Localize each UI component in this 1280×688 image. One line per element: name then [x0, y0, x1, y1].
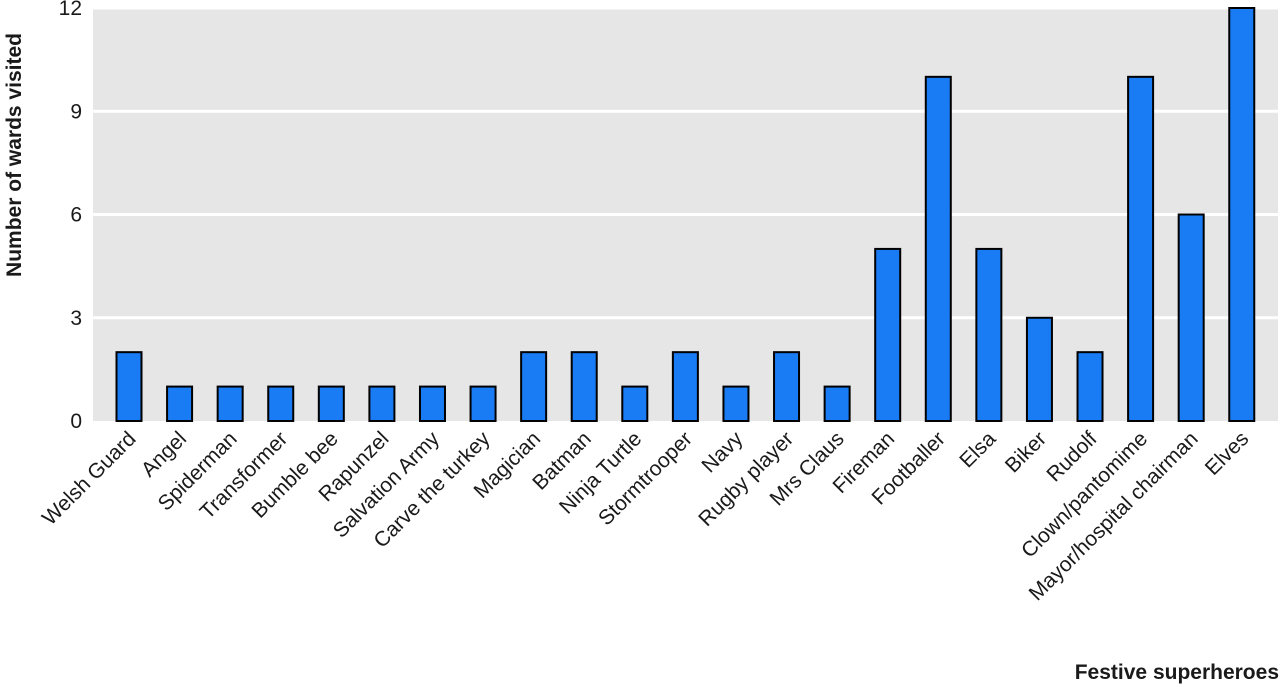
y-tick-label: 12 [59, 0, 82, 20]
bar-rudolf [1076, 351, 1104, 422]
bar-batman [570, 351, 598, 422]
bar-elves [1228, 7, 1256, 422]
bar-mrs-claus [823, 385, 851, 423]
x-tick-label: Elsa [955, 427, 1000, 472]
y-tick-label: 0 [70, 410, 82, 433]
bar-rugby-player [773, 351, 801, 422]
bar-navy [722, 385, 750, 423]
bar-elsa [975, 247, 1003, 422]
y-axis-title: Number of wards visited [3, 33, 26, 277]
x-tick-label: Welsh Guard [38, 427, 141, 530]
gridlines [93, 6, 1278, 320]
y-tick-label: 3 [70, 307, 82, 330]
y-tick-label: 6 [70, 204, 82, 227]
bar-stormtrooper [671, 351, 699, 422]
x-axis-category-labels: Welsh GuardAngelSpidermanTransformerBumb… [38, 427, 1253, 605]
bars [115, 7, 1256, 423]
bar-salvation-army [418, 385, 446, 423]
bar-fireman [874, 247, 902, 422]
bar-biker [1025, 316, 1053, 422]
y-axis-ticks: 0 3 6 9 12 [59, 0, 82, 433]
bar-welsh-guard [115, 351, 143, 422]
bar-magician [520, 351, 548, 422]
bar-carve-the-turkey [469, 385, 497, 423]
bar-transformer [267, 385, 295, 423]
x-axis-title: Festive superheroes [1075, 661, 1279, 684]
x-tick-label: Elves [1201, 427, 1254, 480]
bar-mayor-hospital-chairman [1177, 213, 1205, 422]
bar-footballer [924, 75, 952, 422]
bar-angel [166, 385, 194, 423]
y-tick-label: 9 [70, 100, 82, 123]
bar-bumble-bee [317, 385, 345, 423]
bar-clown-pantomime [1127, 75, 1155, 422]
bar-rapunzel [368, 385, 396, 423]
bar-spiderman [216, 385, 244, 423]
bar-ninja-turtle [621, 385, 649, 423]
